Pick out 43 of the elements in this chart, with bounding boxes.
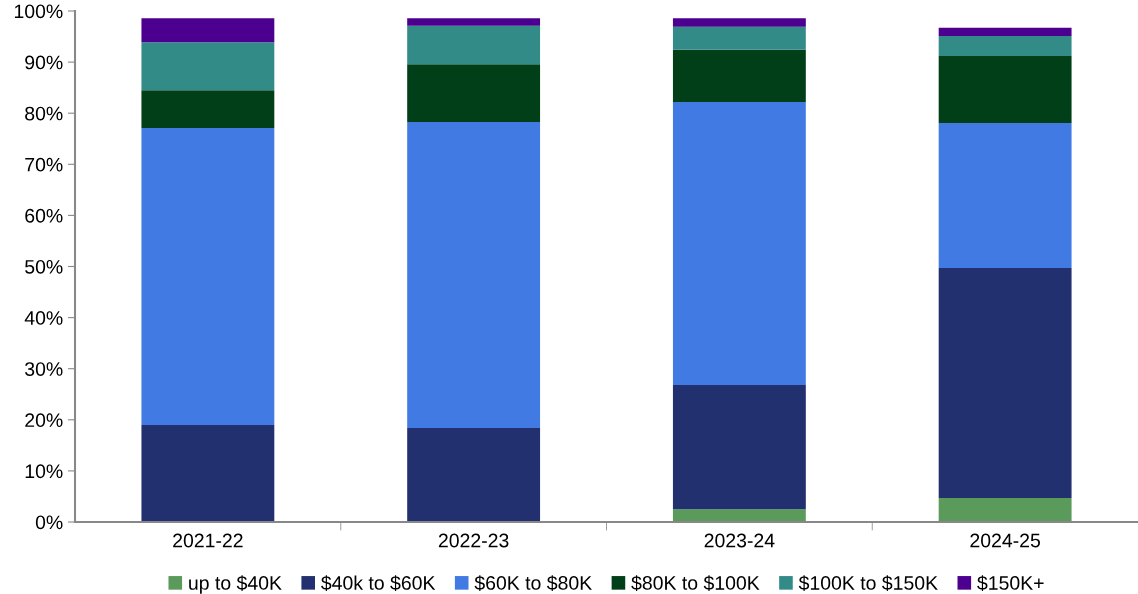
legend-label: up to $40K	[189, 575, 282, 594]
bar	[938, 268, 1072, 498]
bar	[141, 18, 275, 43]
legend-label: $60K to $80K	[474, 575, 592, 592]
bar	[141, 128, 275, 425]
legend-label: $40k to $60K	[321, 575, 436, 592]
y-tick-label: 60%	[25, 208, 63, 223]
y-tick-label: 100%	[14, 4, 63, 19]
bar	[938, 497, 1072, 522]
bar	[141, 424, 275, 522]
bar	[672, 26, 806, 50]
y-tick-label: 40%	[24, 311, 63, 325]
bar	[938, 122, 1072, 269]
y-tick-label: 30%	[25, 362, 63, 376]
bar	[672, 49, 806, 102]
bar	[407, 121, 541, 428]
bar	[141, 90, 275, 129]
legend-label: $150K+	[977, 575, 1044, 592]
y-tick-label: 10%	[25, 464, 63, 479]
bar	[407, 64, 541, 122]
y-tick-label: 20%	[25, 413, 63, 428]
bar	[672, 18, 806, 27]
y-tick-label: 0%	[35, 515, 63, 530]
bar	[672, 385, 806, 510]
bar	[672, 509, 806, 522]
bar	[938, 27, 1072, 37]
bar	[938, 55, 1072, 123]
bar	[938, 36, 1072, 56]
x-tick-label: 2023-24	[704, 533, 775, 548]
bar	[407, 18, 541, 26]
bar	[141, 42, 275, 91]
y-tick-label: 50%	[25, 259, 63, 274]
x-tick-label: 2024-25	[970, 533, 1040, 548]
bar	[407, 427, 541, 522]
x-tick-label: 2022-23	[438, 533, 509, 548]
bar	[672, 101, 806, 386]
y-tick-label: 80%	[25, 106, 63, 121]
legend-label: $80K to $100K	[631, 575, 760, 592]
legend-label: $100K to $150K	[798, 575, 938, 592]
y-tick-label: 70%	[25, 157, 63, 172]
x-tick-label: 2021-22	[173, 533, 243, 548]
y-tick-label: 90%	[25, 55, 63, 70]
bar	[407, 25, 541, 65]
